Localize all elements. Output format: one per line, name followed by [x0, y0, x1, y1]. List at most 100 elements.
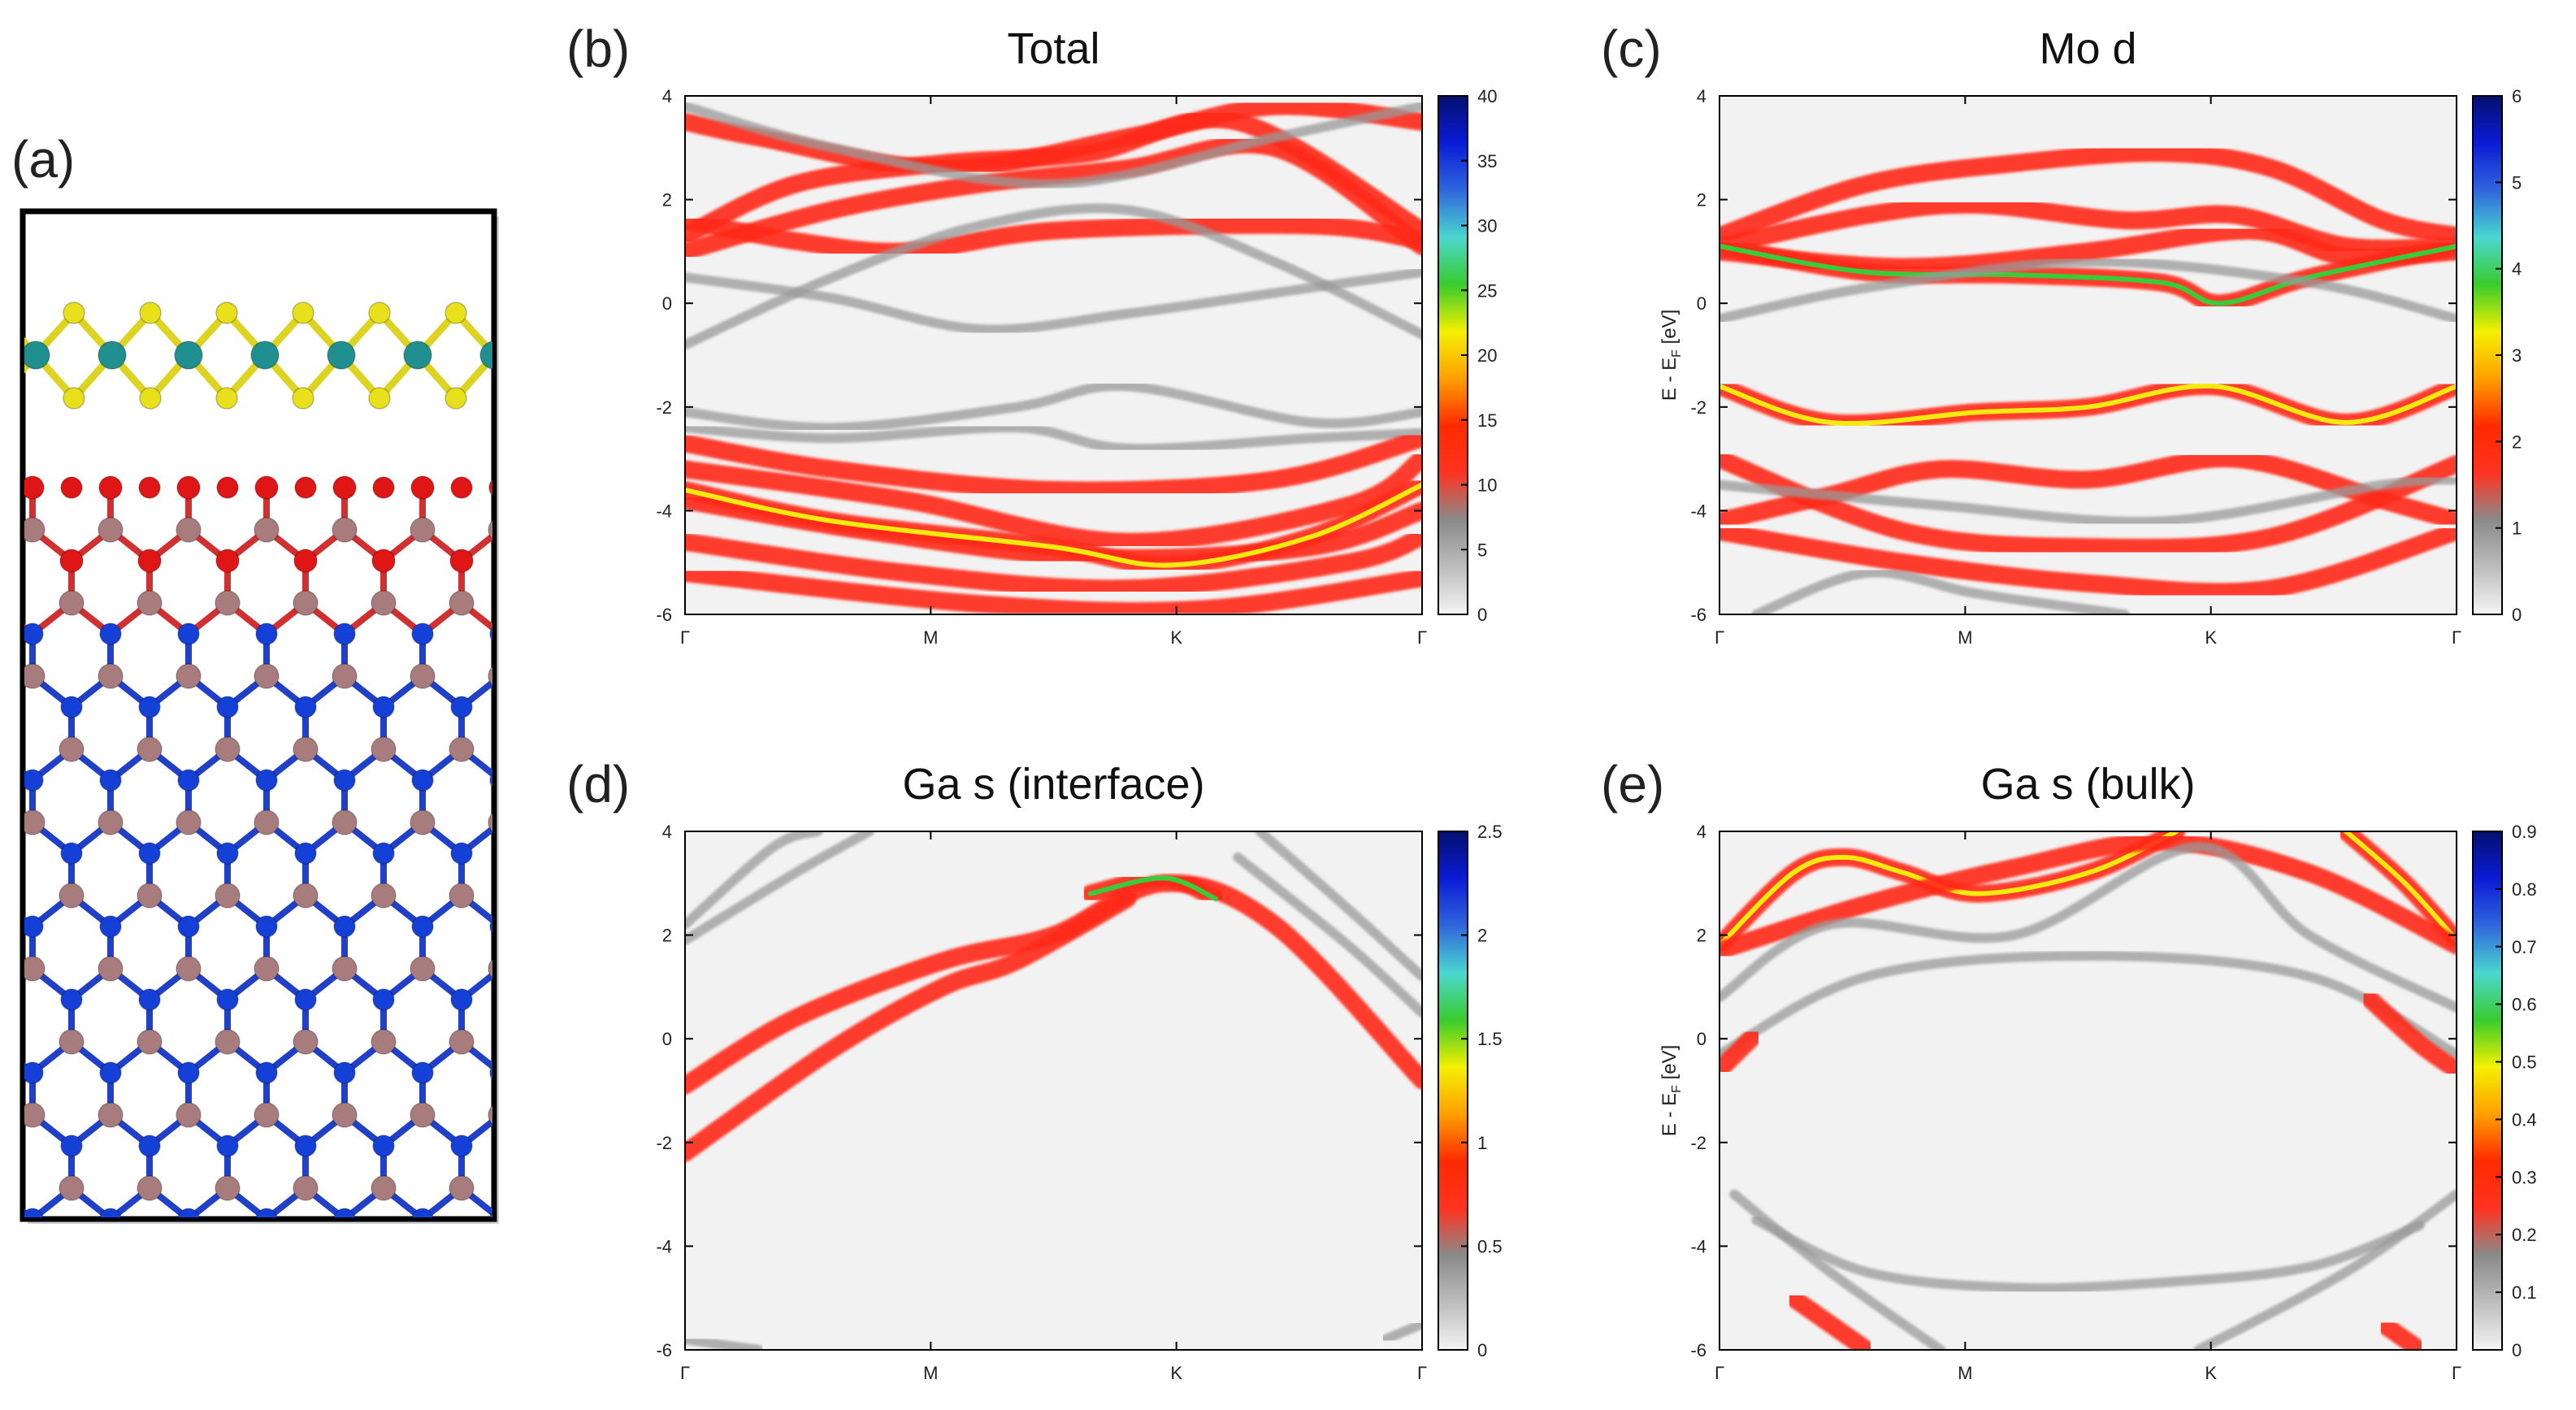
band-line — [1233, 852, 1422, 1018]
oxygen-atom — [450, 476, 473, 499]
gallium-atom — [98, 663, 124, 689]
nitrogen-atom — [450, 1135, 473, 1157]
colorbar-tick-label: 0 — [1477, 605, 1487, 625]
band-line-core — [1720, 831, 2179, 948]
bond — [267, 1261, 306, 1292]
gallium-atom — [0, 883, 6, 908]
panel-title: Ga s (bulk) — [1980, 760, 2195, 809]
nitrogen-atom — [138, 842, 161, 865]
x-tick-label: Γ — [1417, 1363, 1427, 1383]
sulfur-atom — [63, 302, 85, 324]
nitrogen-atom — [372, 842, 395, 865]
gallium-atom — [98, 809, 124, 835]
bond — [501, 1042, 540, 1073]
nitrogen-atom — [99, 915, 122, 938]
colorbar-tick-label: 0.8 — [2512, 879, 2537, 900]
band-line — [1720, 195, 2457, 258]
gallium-atom — [332, 956, 358, 982]
nitrogen-atom — [177, 769, 200, 792]
x-tick-label: M — [923, 1363, 938, 1383]
nitrogen-atom — [177, 1061, 200, 1084]
structure-atoms — [0, 302, 579, 1292]
sulfur-atom — [215, 302, 238, 324]
colorbar-tick-label: 0.1 — [2512, 1282, 2537, 1303]
band-line — [1784, 1289, 1876, 1350]
bond — [501, 1188, 540, 1219]
bond — [501, 530, 540, 561]
gallium-atom — [449, 883, 475, 909]
gallium-atom — [59, 736, 85, 762]
bond — [540, 1042, 579, 1073]
nitrogen-atom — [24, 769, 44, 792]
plot-area — [685, 831, 1422, 1350]
y-tick-label: 0 — [1697, 293, 1706, 314]
gallium-atom — [410, 956, 436, 982]
colorbar-tick-label: 0.4 — [2512, 1109, 2537, 1130]
gallium-atom — [215, 736, 241, 762]
band-line — [685, 110, 1422, 245]
sulfur-atom — [63, 387, 85, 410]
nitrogen-atom — [24, 623, 44, 645]
colorbar-tick-label: 5 — [1477, 540, 1487, 560]
colorbar-tick-label: 1 — [1477, 1133, 1487, 1153]
gallium-atom — [449, 590, 475, 616]
nitrogen-atom — [24, 1208, 44, 1217]
y-tick-label: 2 — [1697, 926, 1706, 946]
colorbar-tick-label: 30 — [1477, 216, 1497, 236]
nitrogen-atom — [411, 769, 434, 792]
band-line — [685, 429, 1422, 500]
colorbar — [2472, 831, 2503, 1351]
nitrogen-atom — [0, 1135, 4, 1156]
gallium-atom — [176, 809, 202, 835]
sulfur-atom — [445, 387, 467, 410]
colorbar-tick-label: 10 — [1477, 475, 1497, 496]
nitrogen-atom — [294, 988, 317, 1011]
nitrogen-atom — [294, 696, 317, 718]
x-tick-label: Γ — [2452, 627, 2461, 648]
bond — [501, 969, 540, 1000]
gallium-atom — [137, 736, 163, 762]
y-tick-label: 0 — [1697, 1029, 1706, 1049]
gallium-atom — [527, 1176, 552, 1200]
colorbar-tick-label: 40 — [1477, 86, 1497, 106]
panel-label: (e) — [1601, 755, 1664, 813]
sulfur-atom — [368, 387, 391, 410]
gallium-atom — [215, 590, 241, 616]
oxygen-atom — [24, 475, 45, 500]
band-line — [1720, 1024, 1766, 1079]
gallium-atom — [137, 883, 163, 909]
gallium-atom — [293, 736, 319, 762]
y-tick-label: -4 — [656, 1236, 672, 1256]
nitrogen-atom — [255, 1208, 278, 1217]
bands — [1720, 831, 2457, 1350]
bond — [540, 1188, 579, 1219]
sulfur-atom — [292, 387, 314, 410]
gallium-atom — [488, 519, 492, 540]
nitrogen-atom — [333, 915, 356, 938]
sulfur-atom — [368, 302, 391, 324]
y-tick-label: 2 — [662, 190, 672, 210]
gallium-atom — [332, 517, 358, 543]
gallium-atom — [371, 736, 397, 762]
nitrogen-atom — [255, 915, 278, 938]
band-line-core — [1087, 875, 1218, 901]
band-line — [1720, 951, 2457, 1060]
nitrogen-atom — [294, 842, 317, 865]
gallium-atom — [59, 883, 85, 909]
nitrogen-atom — [411, 915, 434, 938]
x-tick-label: M — [923, 627, 938, 648]
colorbar-tick-label: 0 — [2512, 1340, 2522, 1360]
colorbar-tick-label: 0.5 — [2512, 1052, 2537, 1073]
nitrogen-atom — [60, 842, 83, 865]
gallium-atom — [332, 809, 358, 835]
oxygen-atom — [371, 549, 396, 573]
gallium-atom — [488, 666, 492, 687]
y-tick-label: -2 — [1690, 397, 1706, 418]
gallium-atom — [176, 1102, 202, 1128]
y-tick-label: 4 — [662, 822, 672, 842]
x-tick-label: Γ — [2452, 1363, 2461, 1383]
nitrogen-atom — [138, 696, 161, 718]
bond — [501, 676, 540, 707]
gallium-atom — [371, 590, 397, 616]
band-line — [1751, 567, 2130, 614]
